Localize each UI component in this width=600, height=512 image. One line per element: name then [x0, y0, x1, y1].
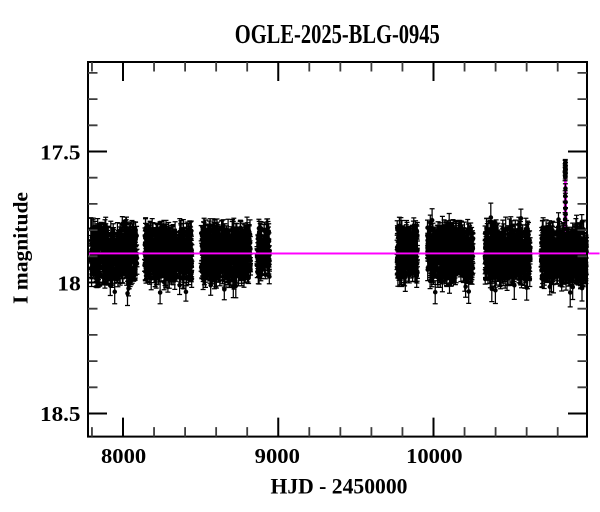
svg-text:OGLE-2025-BLG-0945: OGLE-2025-BLG-0945: [235, 19, 440, 49]
svg-text:18.5: 18.5: [40, 402, 81, 426]
svg-text:10000: 10000: [406, 444, 462, 468]
svg-text:18: 18: [57, 271, 81, 295]
svg-text:9000: 9000: [255, 444, 300, 468]
svg-text:I magnitude: I magnitude: [9, 192, 33, 304]
svg-text:HJD - 2450000: HJD - 2450000: [271, 473, 408, 498]
svg-text:17.5: 17.5: [40, 141, 81, 165]
svg-text:8000: 8000: [101, 444, 146, 468]
